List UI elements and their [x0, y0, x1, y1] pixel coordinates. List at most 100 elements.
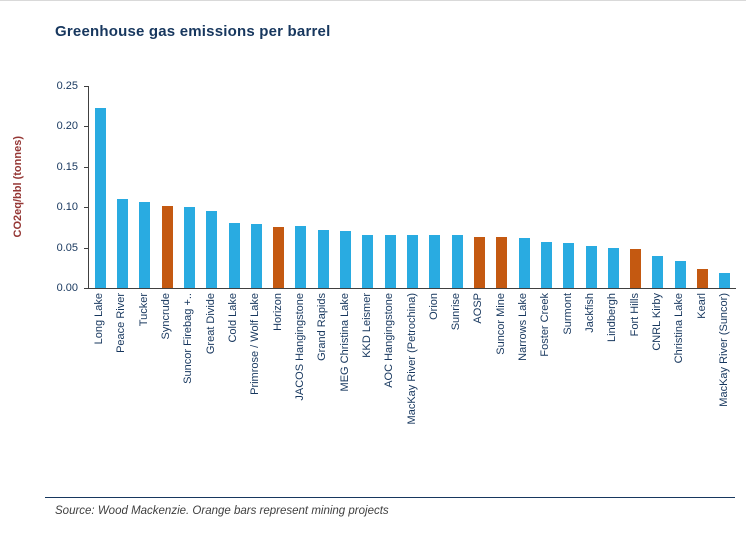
- category-label-text: Syncrude: [160, 293, 173, 340]
- category-label-text: JACOS Hangingstone: [293, 293, 306, 401]
- bar-column: [401, 86, 423, 288]
- bar: [719, 273, 731, 288]
- category-label-text: AOSP: [472, 293, 485, 324]
- bar-column: [535, 86, 557, 288]
- bar: [340, 230, 352, 288]
- y-tick-label: 0.15: [56, 160, 78, 173]
- y-tick-mark: [84, 126, 88, 128]
- category-label-text: Horizon: [271, 293, 284, 331]
- bar-column: [178, 86, 200, 288]
- bar-column: [357, 86, 379, 288]
- category-label: Sunrise: [445, 293, 467, 498]
- y-tick-mark: [84, 86, 88, 87]
- category-label: Great Divide: [200, 293, 222, 498]
- y-tick-label: 0.05: [56, 241, 78, 254]
- category-label: Syncrude: [155, 293, 177, 498]
- category-label-text: Cold Lake: [227, 293, 240, 343]
- bar: [94, 107, 106, 288]
- bar: [674, 261, 686, 288]
- category-label: Suncor Firebag +..: [177, 293, 199, 498]
- bar: [183, 207, 195, 288]
- category-label-text: Primrose / Wolf Lake: [249, 293, 262, 395]
- category-label-text: Lindbergh: [606, 293, 619, 342]
- category-label-text: MEG Christina Lake: [338, 293, 351, 392]
- category-label-text: Christina Lake: [673, 293, 686, 364]
- category-label: Christina Lake: [668, 293, 690, 498]
- bar-column: [379, 86, 401, 288]
- category-label: Horizon: [267, 293, 289, 498]
- plot-area: [88, 86, 736, 289]
- category-label-text: Surmont: [561, 293, 574, 335]
- category-label: MacKay River (Petrochina): [400, 293, 422, 498]
- category-label: JACOS Hangingstone: [289, 293, 311, 498]
- mining-bar: [697, 269, 709, 288]
- category-label: MacKay River (Suncor): [713, 293, 735, 498]
- category-label: KKD Leismer: [356, 293, 378, 498]
- bar-column: [446, 86, 468, 288]
- bar-column: [89, 86, 111, 288]
- y-axis-title: CO2eq/bbl (tonnes): [8, 86, 28, 288]
- y-axis-title-text: CO2eq/bbl (tonnes): [12, 136, 24, 238]
- category-label-text: AOC Hangingstone: [383, 293, 396, 388]
- category-label: Lindbergh: [601, 293, 623, 498]
- category-label: AOC Hangingstone: [378, 293, 400, 498]
- bar-column: [111, 86, 133, 288]
- category-label-text: Tucker: [137, 293, 150, 327]
- bar: [139, 201, 151, 288]
- category-label: Kearl: [690, 293, 712, 498]
- category-label: CNRL Kirby: [646, 293, 668, 498]
- category-label: Grand Rapids: [311, 293, 333, 498]
- bar-column: [558, 86, 580, 288]
- bar-column: [513, 86, 535, 288]
- bar-column: [334, 86, 356, 288]
- bar: [407, 235, 419, 288]
- category-label-text: MacKay River (Petrochina): [405, 293, 418, 425]
- bar-column: [468, 86, 490, 288]
- y-axis-ticks: 0.00 0.05 0.10 0.15 0.20 0.25: [36, 80, 88, 294]
- category-label: Orion: [423, 293, 445, 498]
- category-label-text: Grand Rapids: [316, 293, 329, 361]
- bar: [451, 235, 463, 288]
- category-label-text: Orion: [427, 293, 440, 320]
- bar: [250, 224, 262, 288]
- bar-column: [245, 86, 267, 288]
- category-label-text: Peace River: [115, 293, 128, 353]
- category-label-text: Jackfish: [584, 293, 597, 333]
- footer-divider-line: [45, 497, 735, 498]
- bar: [563, 242, 575, 288]
- chart-title: Greenhouse gas emissions per barrel: [55, 23, 331, 40]
- bar-column: [602, 86, 624, 288]
- bar-column: [223, 86, 245, 288]
- category-label-text: Sunrise: [450, 293, 463, 331]
- bar-column: [491, 86, 513, 288]
- mining-bar: [496, 237, 508, 288]
- category-label: Suncor Mine: [490, 293, 512, 498]
- bar: [228, 223, 240, 288]
- category-label-text: Kearl: [695, 293, 708, 319]
- category-label: Foster Creek: [534, 293, 556, 498]
- bar: [206, 211, 218, 288]
- y-tick-mark: [84, 166, 88, 168]
- bar: [518, 237, 530, 288]
- bar: [540, 241, 552, 288]
- category-label: Jackfish: [579, 293, 601, 498]
- bar: [607, 247, 619, 288]
- y-tick-mark: [84, 207, 88, 209]
- category-label-text: Suncor Mine: [494, 293, 507, 355]
- mining-bar: [473, 237, 485, 288]
- bar-column: [691, 86, 713, 288]
- category-label-text: Fort Hills: [628, 293, 641, 337]
- category-label: Fort Hills: [624, 293, 646, 498]
- y-tick-label: 0.25: [56, 80, 78, 92]
- y-tick-mark: [84, 288, 88, 289]
- category-label: Primrose / Wolf Lake: [244, 293, 266, 498]
- category-label: MEG Christina Lake: [333, 293, 355, 498]
- category-labels: Long Lake Peace River Tucker Syncrude Suncor…: [88, 293, 735, 498]
- category-label: Cold Lake: [222, 293, 244, 498]
- bar-column: [312, 86, 334, 288]
- bar-column: [714, 86, 736, 288]
- category-label-text: Long Lake: [93, 293, 106, 345]
- category-label-text: CNRL Kirby: [650, 293, 663, 351]
- bar: [317, 229, 329, 288]
